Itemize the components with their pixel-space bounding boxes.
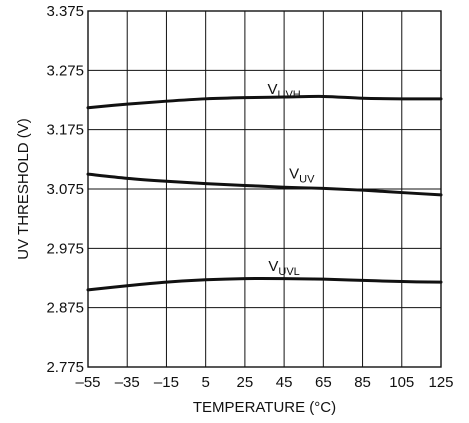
x-tick-label: 105: [389, 374, 414, 391]
grid: [87, 10, 442, 368]
x-tick-label: 45: [276, 374, 293, 391]
x-axis-label: TEMPERATURE (°C): [193, 399, 336, 416]
y-tick-label: 3.375: [46, 3, 84, 20]
x-tick-label: 125: [428, 374, 453, 391]
y-tick-label: 3.075: [46, 181, 84, 198]
y-tick-labels: 2.775 2.875 2.975 3.075 3.175 3.275 3.375: [46, 3, 84, 376]
y-tick-label: 2.775: [46, 359, 84, 376]
series-layer: VUVH VUV VUVL: [86, 81, 443, 292]
series-line-vuvh: [86, 94, 443, 110]
series-line-vuv: [86, 172, 443, 197]
x-tick-labels: –55 –35 –15 5 25 45 65 85 105 125: [75, 374, 453, 391]
y-tick-label: 2.975: [46, 240, 84, 257]
series-label-vuvh: VUVH: [267, 81, 300, 101]
x-tick-label: –55: [75, 374, 100, 391]
x-tick-label: 25: [237, 374, 254, 391]
y-tick-label: 3.275: [46, 62, 84, 79]
y-tick-label: 3.175: [46, 122, 84, 139]
plot-frame: [87, 10, 442, 368]
x-tick-label: 65: [315, 374, 332, 391]
series-label-vuv: VUV: [289, 165, 315, 185]
y-tick-label: 2.875: [46, 300, 84, 317]
x-tick-label: 5: [201, 374, 209, 391]
series-label-vuvl: VUVL: [268, 258, 299, 278]
y-axis-label: UV THRESHOLD (V): [15, 118, 32, 259]
series-line-vuvl: [86, 276, 443, 292]
x-tick-label: –35: [115, 374, 140, 391]
x-tick-label: 85: [354, 374, 371, 391]
x-tick-label: –15: [154, 374, 179, 391]
